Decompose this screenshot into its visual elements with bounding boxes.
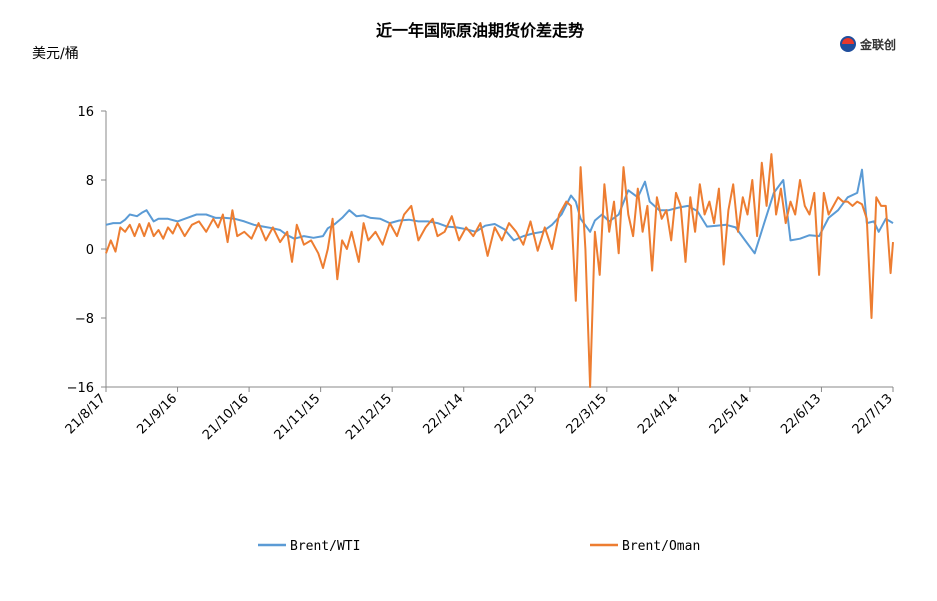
x-tick-label: 21/8/17 (63, 391, 109, 437)
x-tick-label: 22/6/13 (778, 391, 824, 437)
axes (105, 111, 893, 388)
y-tick-label: −8 (75, 312, 94, 327)
x-axis-ticks: 21/8/17 21/9/16 21/10/16 21/11/15 21/12/15 22… (63, 387, 896, 443)
y-tick-label: 16 (77, 105, 94, 120)
x-tick-label: 22/4/14 (635, 391, 681, 437)
y-tick-label: −16 (67, 381, 94, 396)
x-tick-label: 21/10/16 (200, 391, 252, 443)
legend-label: Brent/WTI (290, 539, 360, 554)
legend-label: Brent/Oman (622, 539, 700, 554)
x-tick-label: 22/3/15 (564, 391, 610, 437)
y-tick-label: 8 (86, 174, 94, 189)
brand-name: 金联创 (859, 37, 896, 52)
x-tick-label: 21/12/15 (343, 391, 395, 443)
x-tick-label: 22/1/14 (421, 391, 467, 437)
x-tick-label: 22/2/13 (492, 391, 538, 437)
plot-area (105, 153, 894, 388)
x-tick-label: 21/9/16 (134, 391, 180, 437)
x-tick-label: 22/7/13 (850, 391, 896, 437)
y-tick-label: 0 (86, 243, 94, 258)
legend: Brent/WTI Brent/Oman (258, 539, 700, 554)
x-tick-label: 21/11/15 (272, 391, 324, 443)
x-tick-label: 22/5/14 (707, 391, 753, 437)
y-axis-ticks: 16 8 0 −8 −16 (67, 105, 106, 396)
chart-title: 近一年国际原油期货价差走势 (376, 21, 584, 40)
brand-logo: 金联创 (840, 36, 896, 52)
y-axis-unit: 美元/桶 (32, 46, 79, 62)
series-line-brent-oman (105, 153, 894, 388)
